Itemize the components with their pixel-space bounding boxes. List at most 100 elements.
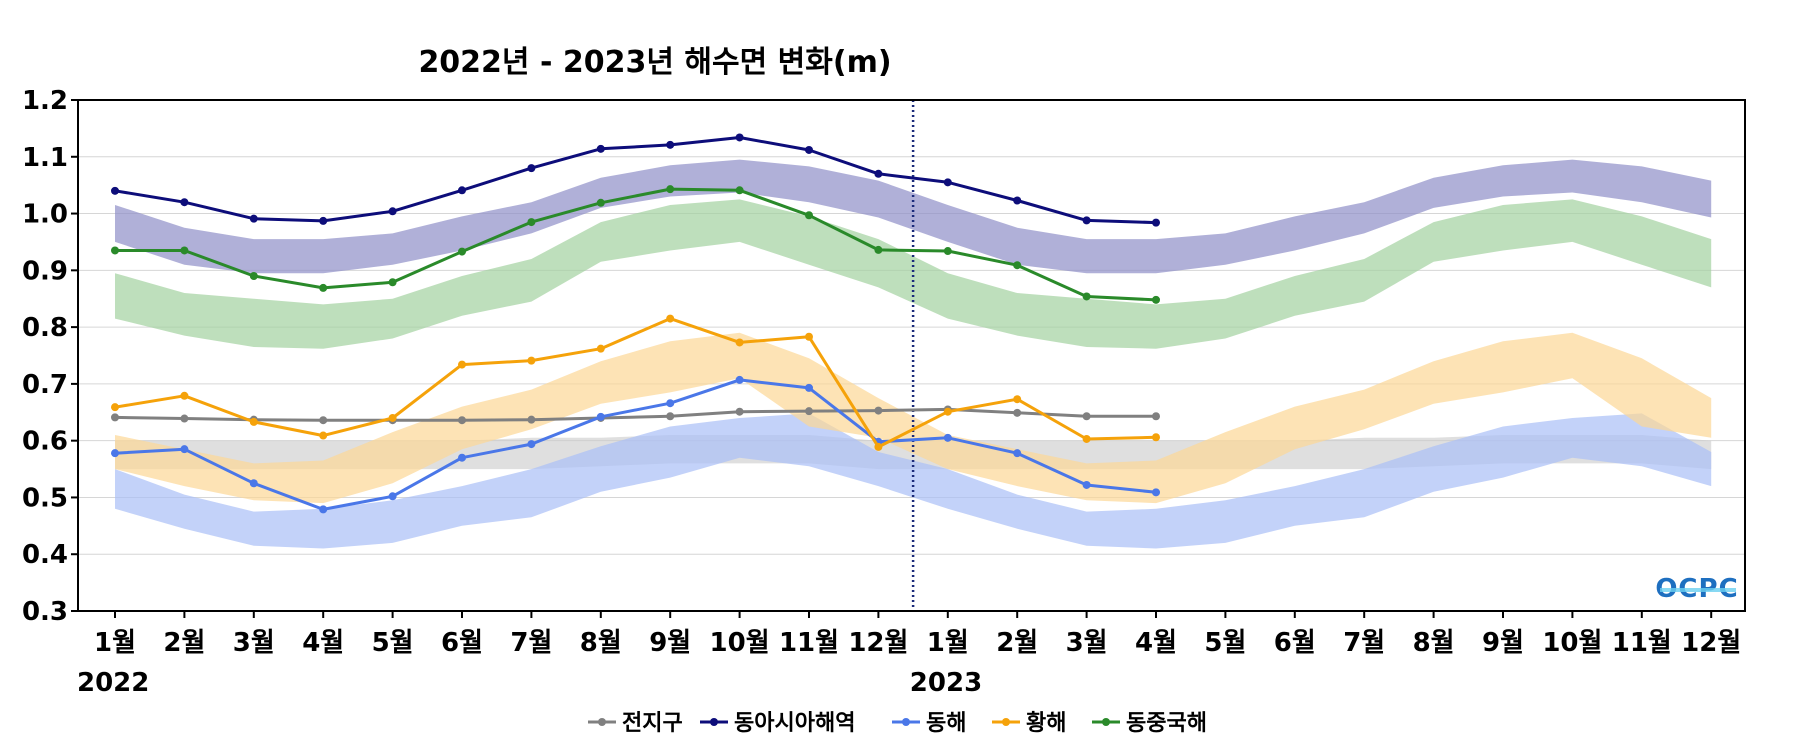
point-동중국해 — [388, 278, 397, 287]
point-동아시아해역 — [1013, 196, 1022, 205]
point-전지구 — [1013, 408, 1022, 417]
point-동아시아해역 — [458, 186, 466, 195]
x-tick-label: 7월 — [510, 628, 552, 658]
legend-item-동아시아해역[interactable]: 동아시아해역 — [700, 711, 855, 736]
point-전지구 — [458, 416, 466, 425]
x-tick-label: 5월 — [372, 628, 414, 658]
x-tick-label: 12월 — [1681, 628, 1741, 658]
point-전지구 — [180, 414, 189, 423]
x-tick-label: 5월 — [1204, 628, 1246, 658]
x-tick-label: 8월 — [580, 628, 622, 658]
point-동중국해 — [943, 247, 952, 256]
y-tick-label: 0.6 — [22, 427, 68, 457]
x-tick-label: 2월 — [996, 628, 1038, 658]
point-동해 — [1013, 449, 1022, 458]
point-전지구 — [319, 416, 328, 425]
series-line-황해 — [114, 317, 1157, 449]
y-tick-label: 0.4 — [22, 540, 68, 570]
point-동아시아해역 — [666, 140, 675, 149]
point-동해 — [805, 383, 813, 392]
legend[interactable]: 전지구 동아시아해역 동해 황해 동중국해 — [588, 711, 1207, 736]
point-동아시아해역 — [319, 216, 328, 225]
point-동중국해 — [458, 247, 466, 256]
point-동중국해 — [527, 218, 536, 227]
x-tick-label: 4월 — [1135, 628, 1177, 658]
y-tick-label: 0.8 — [22, 313, 68, 343]
point-동해 — [1152, 488, 1160, 497]
y-tick-label: 0.5 — [22, 483, 68, 513]
point-황해 — [458, 360, 466, 369]
point-황해 — [943, 407, 952, 416]
point-황해 — [1082, 434, 1091, 443]
x-axis-ticks: 1월 2월 3월 4월 5월 6월 7월 8월 9월 10월 11월 12월 1월 2월 3월 4월 5월 6월 7… — [77, 611, 1741, 698]
legend-item-동중국해[interactable]: 동중국해 — [1092, 711, 1207, 736]
point-전지구 — [666, 412, 675, 421]
point-황해 — [805, 332, 813, 341]
x-tick-label: 12월 — [848, 628, 908, 658]
point-동해 — [319, 505, 328, 514]
point-동중국해 — [249, 272, 258, 281]
legend-item-황해[interactable]: 황해 — [992, 711, 1066, 736]
legend-marker — [902, 718, 910, 726]
legend-label: 동해 — [926, 711, 966, 736]
point-동중국해 — [180, 246, 189, 255]
series-line-동아시아해역 — [114, 136, 1157, 225]
legend-marker — [598, 718, 606, 726]
point-전지구 — [1082, 412, 1091, 421]
point-동아시아해역 — [388, 207, 397, 216]
point-전지구 — [111, 413, 119, 422]
point-동해 — [180, 445, 189, 454]
x-tick-label: 6월 — [441, 628, 483, 658]
series-lines — [111, 133, 1160, 514]
point-황해 — [527, 356, 536, 365]
x-tick-label: 9월 — [1482, 628, 1524, 658]
point-황해 — [319, 431, 328, 440]
legend-item-동해[interactable]: 동해 — [892, 711, 966, 736]
x-tick-label: 1월 — [94, 628, 136, 658]
point-전지구 — [874, 406, 883, 415]
legend-marker — [1102, 718, 1110, 726]
point-황해 — [874, 442, 883, 451]
x-tick-label: 2월 — [163, 628, 205, 658]
y-tick-label: 0.7 — [22, 370, 68, 400]
point-동중국해 — [1082, 292, 1091, 301]
y-tick-label: 0.9 — [22, 256, 68, 286]
point-동아시아해역 — [735, 133, 744, 142]
x-tick-label: 6월 — [1274, 628, 1316, 658]
point-동중국해 — [1013, 261, 1022, 270]
point-동중국해 — [666, 185, 675, 194]
point-동아시아해역 — [249, 214, 258, 223]
y-tick-label: 1.2 — [22, 86, 68, 116]
point-동해 — [388, 492, 397, 501]
point-동아시아해역 — [596, 144, 605, 153]
point-황해 — [111, 403, 119, 412]
x-tick-label: 8월 — [1413, 628, 1455, 658]
legend-item-전지구[interactable]: 전지구 — [588, 711, 683, 736]
point-황해 — [1013, 395, 1022, 404]
point-전지구 — [1152, 412, 1160, 421]
point-동중국해 — [596, 198, 605, 207]
series-line-동중국해 — [115, 187, 1157, 302]
point-황해 — [180, 391, 189, 400]
x-tick-label: 11월 — [1612, 628, 1672, 658]
x-tick-label: 1월 — [927, 628, 969, 658]
point-동해 — [735, 375, 744, 384]
band-황해 — [115, 332, 1712, 504]
point-전지구 — [527, 415, 536, 424]
point-동해 — [527, 440, 536, 449]
point-동해 — [943, 433, 952, 442]
point-동아시아해역 — [1082, 216, 1091, 225]
point-동중국해 — [805, 211, 813, 220]
y-axis-ticks: 0.3 0.4 0.5 0.6 0.7 0.8 0.9 1.0 1.1 1.2 — [22, 86, 78, 627]
ocpc-logo: OCPC — [1655, 574, 1737, 604]
point-동아시아해역 — [943, 178, 952, 187]
x-tick-label: 10월 — [1542, 628, 1602, 658]
chart-title: 2022년 - 2023년 해수면 변화(m) — [418, 45, 891, 80]
legend-label: 동중국해 — [1126, 711, 1207, 736]
x-tick-label: 3월 — [1066, 628, 1108, 658]
point-동중국해 — [874, 245, 883, 254]
x-tick-label: 4월 — [302, 628, 344, 658]
legend-label: 동아시아해역 — [734, 711, 855, 736]
point-동중국해 — [111, 246, 119, 255]
